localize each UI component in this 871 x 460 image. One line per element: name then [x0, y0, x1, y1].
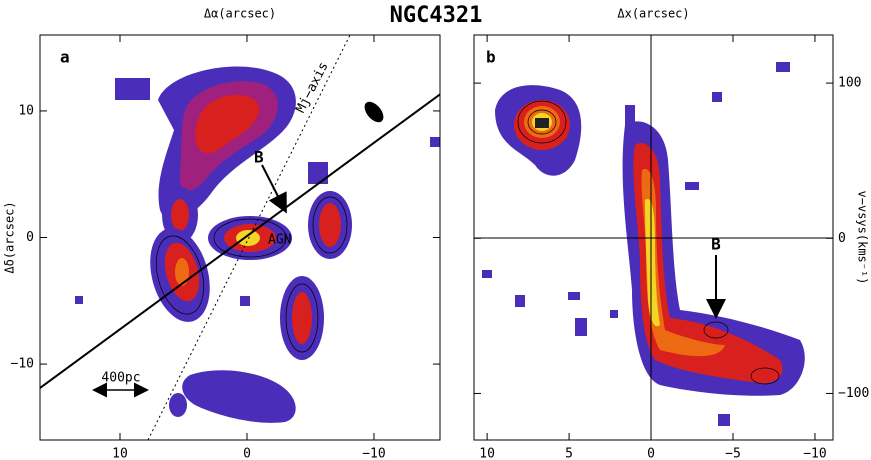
annotation: B [254, 148, 264, 167]
x-axis-label: Δx(arcsec) [617, 7, 689, 21]
figure-title: NGC4321 [390, 3, 483, 28]
panel-label: a [60, 48, 70, 67]
y2-tick-label: −100 [838, 386, 869, 401]
panel-a-image [75, 66, 440, 423]
major-axis-line [40, 93, 440, 389]
x-tick-label: −10 [803, 447, 826, 460]
y-axis-label: Δδ(arcsec) [3, 201, 17, 273]
panel-b-image [482, 62, 805, 426]
x-tick-label: 0 [647, 447, 655, 460]
arrow [261, 164, 287, 214]
annotation: B [711, 235, 721, 254]
minor-axis-line [147, 34, 351, 441]
x-tick-label: 10 [479, 447, 495, 460]
annotation: Mj−axis [293, 60, 331, 116]
y2-axis-label: v−vsys(kms⁻¹) [856, 191, 870, 285]
x-tick-label: −10 [362, 447, 385, 460]
x-tick-label: −5 [725, 447, 741, 460]
y2-tick-label: 0 [838, 231, 846, 246]
plot-frame [473, 34, 834, 441]
x-tick-label: 10 [112, 447, 128, 460]
x-tick-label: 5 [565, 447, 573, 460]
y-tick-label: 0 [26, 230, 34, 245]
panel-label: b [486, 48, 496, 67]
y2-tick-label: 100 [838, 76, 861, 91]
x-tick-label: 0 [243, 447, 251, 460]
y-tick-label: −10 [11, 357, 34, 372]
x-axis-label: Δα(arcsec) [204, 7, 276, 21]
y-tick-label: 10 [18, 103, 34, 118]
beam [364, 101, 384, 123]
annotation: 400pc [101, 371, 140, 386]
annotation: AGN [268, 233, 291, 248]
